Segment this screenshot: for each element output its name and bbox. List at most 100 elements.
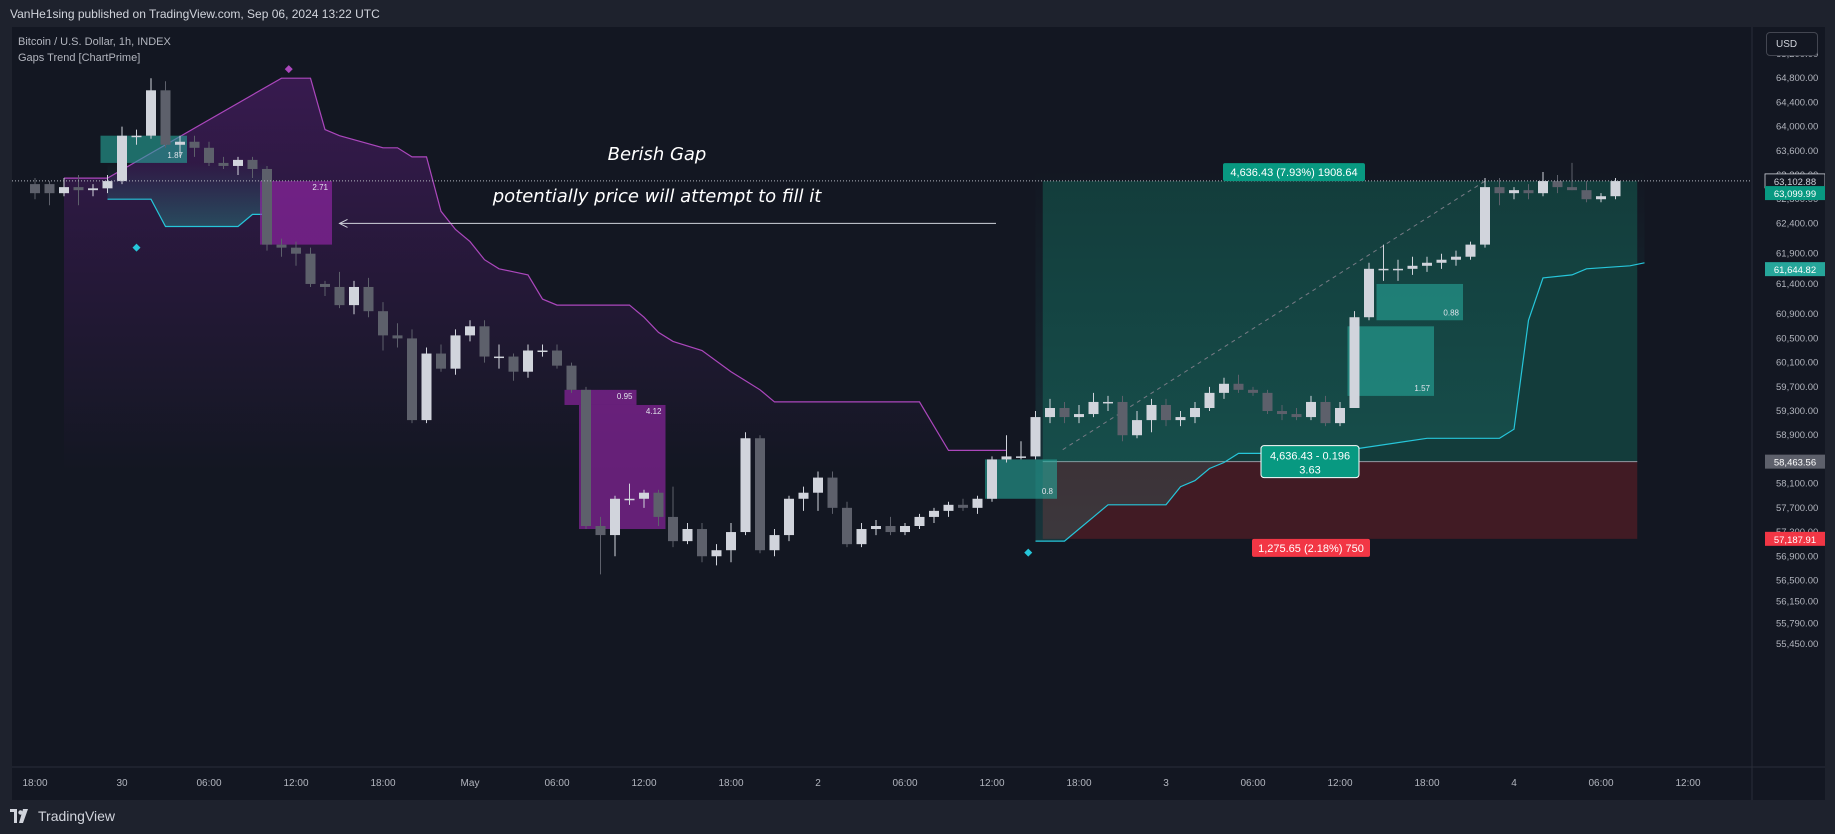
candle-bull (1001, 456, 1012, 460)
gap-label: 2.71 (312, 183, 328, 192)
time-tick-label: 06:00 (1588, 778, 1613, 789)
candle-bear (595, 526, 606, 536)
candle-bull (1146, 404, 1157, 421)
candle-bull (1103, 401, 1113, 404)
candle-bull (1335, 408, 1345, 424)
candle-bear (160, 90, 171, 145)
candle-bear (1248, 389, 1258, 393)
candle-bull (1045, 408, 1055, 418)
candle-bear (436, 353, 446, 369)
candle-bull (1088, 401, 1099, 415)
candle-bull (784, 498, 794, 536)
candle-bull (146, 90, 156, 136)
candle-bull (1538, 181, 1548, 194)
time-tick-label: 30 (116, 778, 128, 789)
price-axis-label-bg (1765, 262, 1825, 277)
candle-bull (610, 498, 620, 536)
time-tick-label: 18:00 (1066, 778, 1091, 789)
candle-bear (697, 529, 707, 557)
candle-bull (943, 504, 954, 511)
price-tick-label: 59,300.00 (1776, 406, 1818, 417)
candle-bear (755, 438, 765, 551)
candle-bear (1552, 181, 1563, 188)
candle-bear (566, 365, 577, 390)
candle-bear (1233, 383, 1244, 390)
candle-bull (987, 459, 997, 499)
time-tick-label: 12:00 (283, 778, 308, 789)
candle-bear (479, 326, 490, 357)
symbol-title[interactable]: Bitcoin / U.S. Dollar, 1h, INDEX (18, 36, 171, 48)
price-axis-label-bg (1765, 186, 1825, 201)
candle-bull (1393, 268, 1403, 271)
candle-bull (856, 529, 867, 545)
time-tick-label: 12:00 (979, 778, 1004, 789)
time-tick-label: 06:00 (1240, 778, 1265, 789)
time-tick-label: 06:00 (196, 778, 221, 789)
candle-bull (1132, 420, 1142, 436)
gap-label: 0.95 (617, 392, 633, 401)
candle-bear (842, 507, 852, 545)
annotation-title: Berish Gap (608, 144, 707, 165)
top-bar: VanHe1sing published on TradingView.com,… (0, 0, 1835, 27)
price-tick-label: 58,900.00 (1776, 430, 1818, 441)
candle-bull (1436, 259, 1447, 263)
chart-legend: Bitcoin / U.S. Dollar, 1h, INDEX Gaps Tr… (18, 34, 171, 66)
candle-bull (1509, 190, 1519, 194)
center-label-bg (1260, 445, 1360, 479)
chart-panel[interactable]: 1.87 2.71 0.95 4.12 0.8 0.88 1.57 Berish Gap pot… (12, 27, 1825, 800)
currency-button[interactable]: USD (1766, 32, 1818, 56)
candle-bear (1567, 187, 1577, 191)
candle-bull (233, 159, 243, 166)
candle-bull (349, 286, 359, 306)
chart-canvas[interactable]: 1.87 2.71 0.95 4.12 0.8 0.88 1.57 Berish Gap pot… (12, 27, 1825, 800)
target-label-bg (1223, 163, 1365, 182)
candle-bear (1494, 187, 1505, 194)
candle-bull (972, 498, 983, 508)
downtrend-line (64, 77, 1007, 451)
price-tick-label: 61,400.00 (1776, 279, 1818, 290)
price-axis-label: 61,644.82 (1774, 265, 1816, 276)
candle-bear (204, 147, 214, 163)
price-tick-label: 56,900.00 (1776, 551, 1818, 562)
time-tick-label: 12:00 (1327, 778, 1352, 789)
price-tick-label: 62,400.00 (1776, 218, 1818, 229)
candle-bear (305, 253, 316, 284)
time-tick-label: 18:00 (370, 778, 395, 789)
candle-bull (421, 353, 432, 421)
uptrend-line-2 (1035, 262, 1645, 542)
time-tick-label: 06:00 (544, 778, 569, 789)
candle-bear (407, 338, 417, 421)
trend-down-marker (284, 65, 293, 74)
gap-label: 4.12 (646, 407, 662, 416)
gap-box-bear (579, 404, 666, 530)
time-tick-label: 18:00 (718, 778, 743, 789)
candle-bull (929, 510, 939, 517)
candle-bull (117, 135, 127, 182)
candle-bull (1378, 268, 1389, 271)
annotation-arrowhead (338, 218, 348, 228)
time-tick-label: 2 (815, 778, 821, 789)
gap-label: 0.88 (1443, 308, 1459, 317)
candle-bull (1306, 401, 1316, 418)
gap-label: 1.87 (167, 151, 183, 160)
candle-bull (1407, 265, 1418, 269)
candle-bull (871, 526, 881, 530)
time-tick-label: May (461, 778, 480, 789)
candle-bull (711, 550, 722, 557)
candle-bull (523, 350, 533, 372)
price-tick-label: 64,400.00 (1776, 97, 1818, 108)
tradingview-logo[interactable]: TradingView (10, 808, 115, 824)
uptrend-line (107, 198, 267, 228)
indicator-title[interactable]: Gaps Trend [ChartPrime] (18, 52, 141, 64)
candle-bear (276, 244, 287, 248)
candle-bear (392, 335, 403, 339)
candle-bear (958, 504, 968, 508)
price-axis-label: 63,099.99 (1774, 189, 1816, 200)
candle-bear (1262, 392, 1273, 412)
candle-bear (1161, 404, 1171, 421)
candle-bull (1451, 256, 1461, 260)
price-tick-label: 56,500.00 (1776, 575, 1818, 586)
candle-bull (639, 492, 649, 499)
candle-bull (1349, 317, 1360, 408)
price-tick-label: 55,450.00 (1776, 639, 1818, 650)
